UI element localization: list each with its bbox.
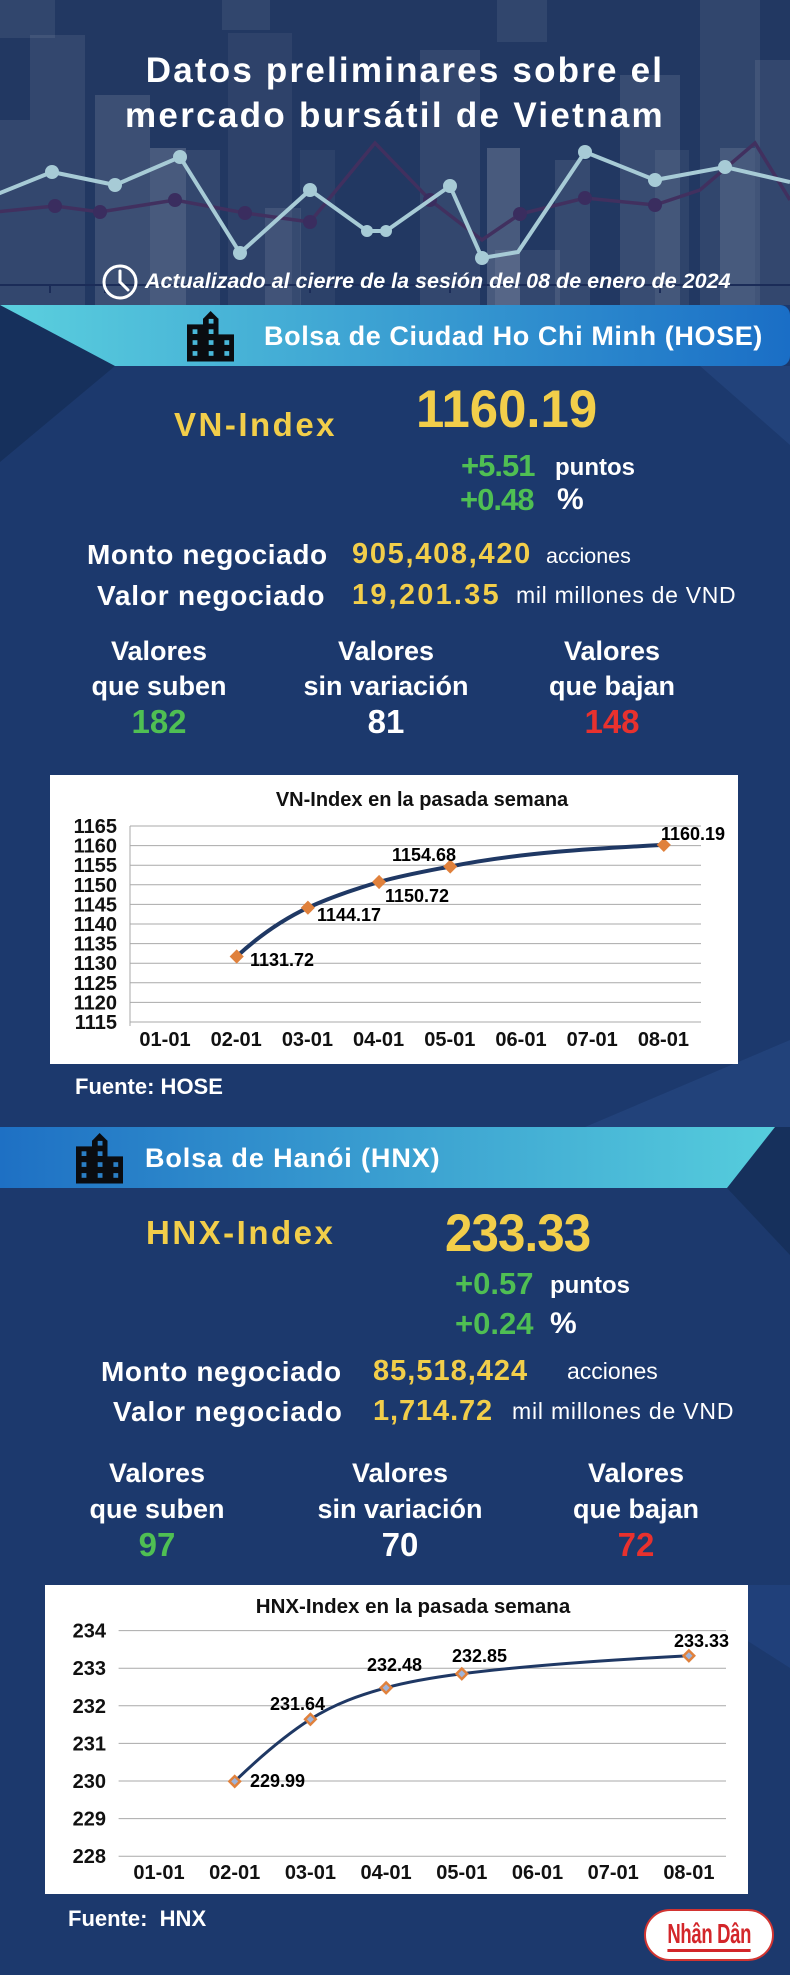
svg-text:07-01: 07-01 xyxy=(588,1862,639,1884)
svg-text:1120: 1120 xyxy=(74,992,117,1014)
svg-text:232: 232 xyxy=(73,1696,106,1718)
svg-text:1150.72: 1150.72 xyxy=(385,886,449,906)
svg-text:HNX-Index en la pasada semana: HNX-Index en la pasada semana xyxy=(256,1595,571,1618)
svg-text:02-01: 02-01 xyxy=(209,1862,260,1884)
svg-text:04-01: 04-01 xyxy=(353,1029,404,1051)
svg-text:230: 230 xyxy=(73,1771,106,1793)
svg-text:05-01: 05-01 xyxy=(424,1029,475,1051)
svg-text:1140: 1140 xyxy=(74,914,117,936)
svg-text:232.85: 232.85 xyxy=(452,1646,507,1666)
svg-text:1131.72: 1131.72 xyxy=(250,950,314,970)
svg-text:233: 233 xyxy=(73,1658,106,1680)
svg-text:229: 229 xyxy=(73,1809,106,1831)
svg-text:1145: 1145 xyxy=(74,894,117,916)
svg-text:06-01: 06-01 xyxy=(512,1862,563,1884)
svg-text:07-01: 07-01 xyxy=(567,1029,618,1051)
svg-text:VN-Index en la pasada semana: VN-Index en la pasada semana xyxy=(276,789,569,811)
svg-text:228: 228 xyxy=(73,1846,106,1868)
svg-text:1115: 1115 xyxy=(75,1012,117,1034)
svg-text:01-01: 01-01 xyxy=(139,1029,190,1051)
svg-text:1155: 1155 xyxy=(74,855,117,877)
svg-text:1150: 1150 xyxy=(74,875,117,897)
svg-text:233.33: 233.33 xyxy=(674,1631,729,1651)
svg-text:1125: 1125 xyxy=(74,973,117,995)
svg-text:1160.19: 1160.19 xyxy=(661,824,725,844)
svg-text:03-01: 03-01 xyxy=(282,1029,333,1051)
svg-text:1144.17: 1144.17 xyxy=(317,905,381,925)
svg-text:1160: 1160 xyxy=(74,836,117,858)
svg-text:08-01: 08-01 xyxy=(638,1029,689,1051)
svg-text:1135: 1135 xyxy=(74,934,117,956)
svg-text:01-01: 01-01 xyxy=(133,1862,184,1884)
svg-text:231: 231 xyxy=(73,1733,106,1755)
svg-text:08-01: 08-01 xyxy=(663,1862,714,1884)
svg-text:1154.68: 1154.68 xyxy=(392,845,456,865)
svg-text:229.99: 229.99 xyxy=(250,1771,305,1791)
svg-text:06-01: 06-01 xyxy=(495,1029,546,1051)
svg-text:231.64: 231.64 xyxy=(270,1694,325,1714)
svg-text:234: 234 xyxy=(73,1621,107,1643)
svg-text:232.48: 232.48 xyxy=(367,1655,422,1675)
svg-text:05-01: 05-01 xyxy=(436,1862,487,1884)
svg-text:03-01: 03-01 xyxy=(285,1862,336,1884)
svg-text:04-01: 04-01 xyxy=(361,1862,412,1884)
svg-text:1165: 1165 xyxy=(74,816,117,838)
svg-text:02-01: 02-01 xyxy=(211,1029,262,1051)
svg-text:1130: 1130 xyxy=(74,953,117,975)
